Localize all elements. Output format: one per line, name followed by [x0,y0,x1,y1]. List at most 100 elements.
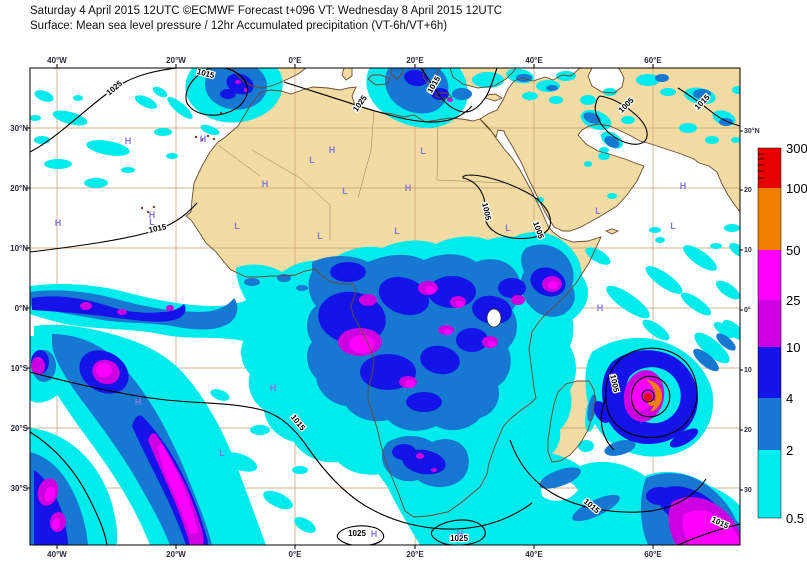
map-frame [29,67,741,546]
isobar-1025-loop-a [336,525,385,545]
isobar-cyclone-outer [605,347,698,438]
high-pressure-marker: H [597,303,604,313]
axis-label-top: 20°E [406,56,424,65]
axis-label-bottom: 20°W [166,550,186,559]
coastline-layer [185,68,740,518]
isobar-1015-watl [30,202,198,253]
low-pressure-marker: L [317,231,323,241]
isobar-1025-nw [30,68,182,153]
high-pressure-marker: H [55,218,62,228]
low-pressure-marker: L [505,223,511,233]
isobar-1005-caspian [594,95,648,145]
isobar-1025-nafrica [283,81,473,123]
isobar-1015-se [677,523,740,545]
high-pressure-marker: H [412,61,419,71]
low-pressure-marker: L [670,221,676,231]
low-pressure-marker: L [595,206,601,216]
isobar-1015-mozambique [509,439,707,513]
precip-red-layer [644,393,652,401]
isobar-1015-med [420,68,498,113]
axis-label-left: 20°S [11,424,29,433]
high-pressure-marker: H [149,210,156,220]
high-pressure-marker: H [200,134,207,144]
axis-label-bottom: 0°E [289,550,303,559]
low-pressure-marker: L [420,146,426,156]
high-pressure-marker: H [262,179,269,189]
lake-victoria [486,308,502,328]
axis-label-bottom: 20°E [406,550,424,559]
axis-label-bottom: 60°E [644,550,662,559]
isobar-label: 1025 [348,529,366,538]
high-pressure-marker: H [329,145,336,155]
axis-label-right: 30°N [744,127,760,135]
isobar-cyclone-eye [641,389,655,403]
legend-value-label: 50 [786,243,800,258]
low-pressure-marker: L [149,217,155,227]
legend-value-label: 10 [786,340,800,355]
axis-label-left: 10°S [11,364,29,373]
low-pressure-marker: L [394,226,400,236]
high-pressure-marker: H [371,529,378,539]
island-dots [140,111,223,214]
low-pressure-marker: L [219,448,225,458]
axis-label-right: 10 [744,367,752,374]
title-line-1: Saturday 4 April 2015 12UTC ©ECMWF Forec… [30,5,502,17]
axis-label-bottom: 40°E [525,550,543,559]
axis-label-left: 30°N [10,124,28,133]
legend-band [758,188,781,250]
high-pressure-marker: H [270,383,277,393]
low-pressure-marker: L [309,155,315,165]
axis-label-top: 0°E [289,56,303,65]
high-pressure-marker: H [680,181,687,191]
legend-value-label: 300 [786,141,807,156]
high-pressure-marker: H [405,183,412,193]
legend-values: 300 100 50 25 10 4 2 0.5 [786,141,807,526]
axis-label-right: 20 [744,427,752,434]
legend-value-label: 25 [786,293,800,308]
legend-value-label: 0.5 [786,511,804,526]
precip-darkblue-layer [31,69,740,545]
axis-label-right: 30 [744,487,752,494]
legend-band [758,398,781,450]
axis-label-top: 20°W [166,56,186,65]
isobar-1015-ne [677,87,740,127]
legend-ticks [758,153,764,179]
axis-label-right: 20 [744,187,752,194]
axis-label-right: 0° [744,306,751,314]
chart-header: Saturday 4 April 2015 12UTC ©ECMWF Forec… [30,4,502,34]
country-borders [217,110,506,240]
axis-label-left: 0°N [15,304,29,313]
axis-label-left: 20°N [10,184,28,193]
axis-label-right: 10 [744,247,752,254]
caspian-sea [588,68,624,93]
axis-label-left: 10°N [10,244,28,253]
axis-label-left: 30°S [11,484,29,493]
precip-legend: 300 100 50 25 10 4 2 0.5 [757,141,807,526]
legend-band [758,347,781,398]
axis-ticks [26,64,743,549]
high-pressure-marker: H [54,61,61,71]
legend-band [758,250,781,300]
axis-label-bottom: 40°W [47,550,67,559]
legend-band [758,300,781,347]
isobar-1025-loop-b [430,519,486,545]
low-pressure-marker: L [234,221,240,231]
isobar-1005-heatlow [462,174,552,240]
isobar-cyclone-arm [600,397,615,451]
axis-label-top: 40°E [525,56,543,65]
precip-magenta-layer [44,281,740,545]
legend-value-label: 100 [786,181,807,196]
legend-band [758,450,781,518]
high-pressure-marker: H [125,136,132,146]
axis-label-top: 40°W [47,56,67,65]
isobar-contours [30,68,740,545]
isobar-1015-madeira-loop [185,68,248,116]
low-pressure-marker: L [342,186,348,196]
high-pressure-marker: H [135,397,142,407]
legend-color-bar [757,147,782,519]
title-line-2: Surface: Mean sea level pressure / 12hr … [30,20,448,32]
isobar-cyclone-mid [630,375,671,418]
isobar-swatl [30,431,108,545]
